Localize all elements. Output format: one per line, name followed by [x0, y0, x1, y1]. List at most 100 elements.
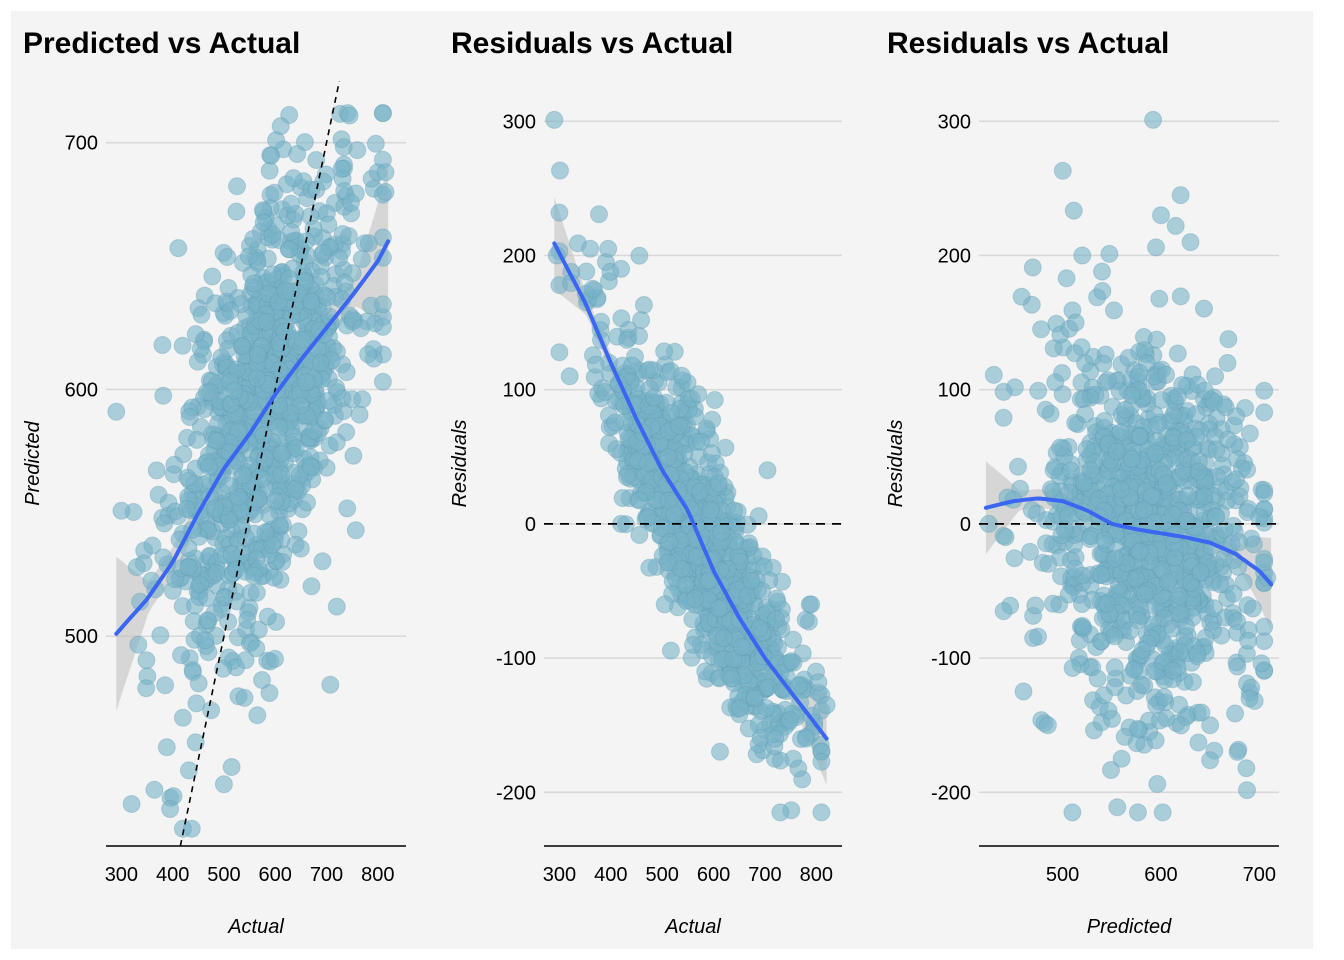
data-point — [313, 552, 332, 571]
data-point — [617, 468, 636, 486]
data-point — [1195, 299, 1213, 318]
data-point — [1121, 621, 1140, 640]
data-point — [660, 533, 679, 551]
data-point — [311, 354, 330, 372]
y-tick-label: 700 — [65, 133, 98, 155]
data-point — [1099, 371, 1117, 390]
data-point — [177, 499, 196, 518]
data-point — [196, 631, 215, 650]
data-point — [373, 372, 392, 391]
data-point — [137, 679, 156, 698]
data-point — [705, 391, 724, 409]
data-point — [1201, 716, 1220, 735]
data-point — [1196, 628, 1215, 647]
data-point — [173, 819, 192, 838]
data-point — [270, 396, 288, 415]
data-point — [373, 317, 392, 336]
data-point — [1112, 749, 1131, 768]
data-point — [344, 446, 363, 465]
data-point — [766, 729, 785, 748]
data-point — [173, 708, 192, 727]
data-point — [1255, 484, 1274, 503]
data-point — [187, 694, 206, 713]
data-point — [234, 466, 253, 485]
y-tick-label: 300 — [938, 111, 971, 133]
data-point — [731, 699, 749, 717]
data-point — [244, 274, 263, 293]
data-point — [583, 279, 602, 298]
data-point — [607, 440, 626, 459]
data-point — [709, 599, 728, 618]
data-point — [107, 402, 126, 421]
data-point — [613, 489, 632, 507]
data-point — [122, 795, 141, 813]
data-point — [1103, 709, 1121, 728]
data-point — [298, 493, 316, 512]
data-point — [1171, 186, 1190, 205]
data-point — [1230, 533, 1248, 552]
data-point — [1153, 803, 1172, 822]
data-point — [759, 678, 777, 697]
data-point — [1095, 412, 1114, 430]
data-point — [1215, 521, 1234, 539]
data-point — [1022, 501, 1041, 520]
data-point — [206, 499, 225, 518]
data-point — [1044, 461, 1063, 480]
data-point — [712, 523, 731, 542]
data-point — [1170, 643, 1189, 662]
data-point — [1066, 313, 1085, 332]
data-point — [143, 536, 162, 555]
data-point — [1188, 644, 1207, 663]
data-point — [1237, 759, 1256, 778]
data-point — [332, 130, 351, 149]
data-point — [275, 322, 294, 341]
data-point — [1252, 654, 1271, 673]
data-point — [632, 311, 651, 330]
data-point — [665, 505, 683, 524]
data-point — [711, 742, 729, 761]
data-point — [186, 733, 205, 752]
data-point — [1191, 563, 1210, 582]
data-point — [247, 369, 266, 388]
data-point — [337, 363, 356, 382]
data-point — [256, 523, 275, 542]
data-point — [789, 676, 808, 695]
x-tick-label: 700 — [310, 864, 343, 886]
data-point — [1147, 330, 1166, 349]
x-tick-label: 400 — [594, 864, 627, 886]
data-point — [1170, 586, 1189, 605]
data-point — [236, 651, 255, 670]
data-point — [155, 514, 174, 533]
data-point — [1226, 704, 1245, 723]
data-point — [645, 388, 663, 407]
data-point — [1177, 512, 1196, 530]
data-point — [222, 545, 241, 564]
data-point — [131, 592, 150, 611]
data-point — [630, 327, 649, 345]
data-point — [284, 169, 303, 188]
data-point — [630, 526, 649, 544]
panel-1: Predicted vs Actual 500 600 700 300 400 500 600… — [22, 27, 406, 938]
data-point — [173, 336, 192, 355]
data-point — [1170, 695, 1189, 714]
data-point — [260, 684, 279, 702]
data-point — [376, 183, 395, 201]
trend-line — [114, 239, 391, 636]
data-point — [280, 240, 299, 259]
data-point — [1157, 365, 1176, 384]
x-tick-label: 300 — [543, 864, 576, 886]
data-point — [1135, 500, 1153, 519]
data-point — [612, 309, 631, 328]
data-point — [1060, 483, 1079, 502]
y-axis-label: Residuals — [449, 420, 471, 508]
data-point — [198, 589, 217, 607]
data-point — [286, 439, 305, 457]
data-point — [1195, 381, 1214, 400]
data-point — [1092, 565, 1111, 584]
data-point — [551, 161, 569, 180]
data-point — [249, 490, 268, 508]
data-point — [640, 558, 659, 577]
data-point — [1063, 803, 1082, 822]
data-point — [238, 611, 257, 629]
data-point — [327, 378, 346, 397]
